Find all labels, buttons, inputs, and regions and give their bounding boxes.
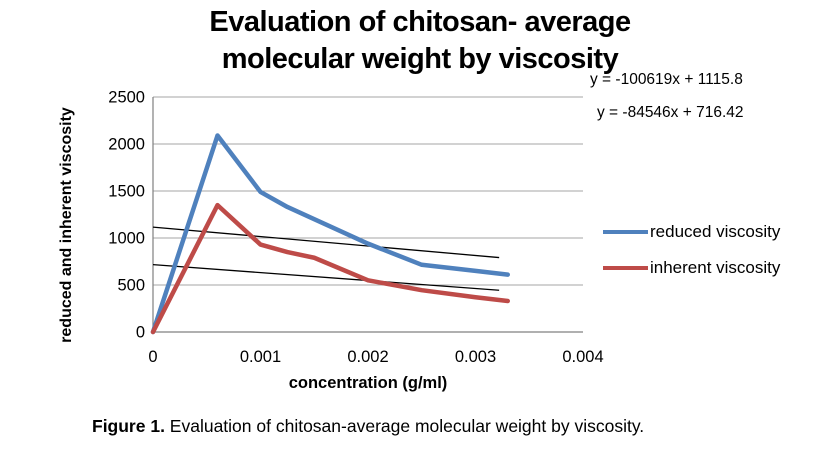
chart-title-line1: Evaluation of chitosan- average (209, 6, 631, 38)
legend-label-reduced-viscosity: reduced viscosity (650, 222, 781, 241)
legend-line-swatch-red (603, 266, 648, 270)
y-tick-label: 2000 (108, 136, 145, 154)
x-tick-label: 0.004 (562, 348, 603, 366)
x-tick-label: 0.003 (455, 348, 496, 366)
y-tick-label: 500 (117, 277, 145, 295)
trendline-equation-1: y = -100619x + 1115.8 (590, 71, 743, 88)
series-line-inherent-viscosity (150, 202, 510, 335)
y-tick-label: 1500 (108, 183, 145, 201)
trendline-2 (152, 264, 500, 291)
figure-caption: Figure 1. Evaluation of chitosan-average… (92, 416, 644, 437)
y-tick-label: 0 (136, 324, 145, 342)
legend: reduced viscosity inherent viscosity (603, 221, 780, 293)
trendline-equation-2: y = -84546x + 716.42 (597, 104, 744, 121)
figure-caption-text: Evaluation of chitosan-average molecular… (164, 416, 645, 436)
x-tick-label: 0 (148, 348, 157, 366)
y-tick-label: 2500 (108, 89, 145, 107)
x-tick-label: 0.001 (240, 348, 281, 366)
chart-title: Evaluation of chitosan- average molecula… (100, 4, 740, 78)
y-axis-title: reduced and inherent viscosity (58, 107, 75, 343)
figure-caption-label: Figure 1. (92, 416, 165, 436)
y-tick-label: 1000 (108, 230, 145, 248)
trendline-1 (152, 226, 500, 259)
legend-label-inherent-viscosity: inherent viscosity (650, 258, 781, 277)
series-line-reduced-viscosity (150, 133, 510, 335)
chart-title-line2: molecular weight by viscosity (221, 43, 619, 75)
legend-line-swatch-blue (603, 230, 648, 234)
legend-item-reduced-viscosity: reduced viscosity (603, 221, 780, 243)
x-axis-title: concentration (g/ml) (288, 374, 448, 392)
x-tick-label: 0.002 (347, 348, 388, 366)
legend-item-inherent-viscosity: inherent viscosity (603, 257, 780, 279)
